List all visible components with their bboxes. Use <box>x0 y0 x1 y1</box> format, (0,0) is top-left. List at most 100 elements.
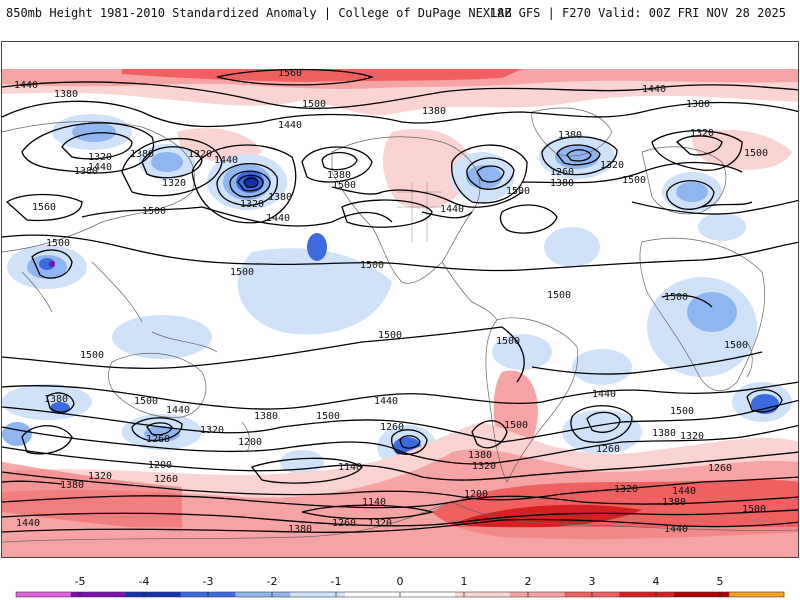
contour-label: 1380 <box>550 178 574 189</box>
anomaly-negative-scandinavia-2 <box>676 182 708 202</box>
coast-africa <box>639 237 766 392</box>
contour-label: 1500 <box>378 330 402 341</box>
contour-label: 1320 <box>240 199 264 210</box>
contour-label: 1200 <box>148 460 172 471</box>
contour-label: 1140 <box>362 497 386 508</box>
contour-low-east <box>746 389 783 413</box>
contour-label: 1500 <box>664 292 688 303</box>
contour-1500-tropics-south <box>2 326 503 369</box>
contour-1380-kamchatka <box>121 137 223 197</box>
coastlines <box>2 107 798 543</box>
anomaly-negative-south-atlantic <box>572 349 632 385</box>
contour-1320-south <box>2 424 798 465</box>
contour-1320-kamchatka <box>141 146 203 179</box>
contour-1500-pacific <box>81 206 393 227</box>
anomaly-negative-south-indian <box>2 384 92 420</box>
anomaly-negative-southern-ocean-east-2 <box>751 394 779 414</box>
contour-label: 1200 <box>464 489 488 500</box>
contour-label: 1380 <box>686 99 710 110</box>
contour-label: 1320 <box>88 152 112 163</box>
contour-1320-greenland <box>556 144 601 166</box>
anomaly-negative-central-pacific <box>237 248 392 335</box>
contour-label: 1320 <box>472 461 496 472</box>
contour-1380-west-edge <box>2 480 63 485</box>
legend-tick-label: 2 <box>525 575 532 588</box>
anomaly-negative-indonesia <box>112 315 212 359</box>
contour-1380-antarctic <box>2 509 798 527</box>
legend-swatch <box>16 592 72 597</box>
contour-label: 1380 <box>254 411 278 422</box>
contour-1440-aleutian <box>191 144 297 224</box>
contour-label: 1320 <box>680 431 704 442</box>
contour-1500-tibet <box>31 249 73 279</box>
contour-low-indian-2 <box>46 392 75 413</box>
contour-label: 1320 <box>600 160 624 171</box>
contour-label: 1320 <box>162 178 186 189</box>
legend-tick-label: -2 <box>267 575 278 588</box>
contour-1380-siberia <box>21 122 155 174</box>
contour-1380-south <box>2 399 798 443</box>
anomaly-positive-npac <box>177 128 262 162</box>
contour-1260-south <box>2 446 798 481</box>
legend-swatch <box>290 592 346 597</box>
anomaly-negative-siberia-2 <box>72 122 116 142</box>
contour-label: 1440 <box>374 396 398 407</box>
contour-low-indian <box>21 425 73 455</box>
contour-1500-tropics-north <box>2 234 798 272</box>
legend-tick-label: 5 <box>717 575 724 588</box>
contour-1260-greenland <box>566 149 592 162</box>
contour-1440-us <box>421 211 473 219</box>
contour-label: 1380 <box>652 428 676 439</box>
anomaly-negative-atlantic <box>544 227 600 267</box>
contour-1320-alaska <box>321 151 358 171</box>
legend-tick-label: -3 <box>203 575 214 588</box>
coast-new-zealand <box>241 421 251 453</box>
anomaly-map[interactable]: 1560 1440 1380 1500 1440 1320 1380 1440 … <box>1 41 799 558</box>
contour-1320-europe <box>676 135 723 156</box>
contour-1500-atlantic-high <box>499 204 558 234</box>
contour-1320-antarctic <box>2 495 798 509</box>
contour-label: 1500 <box>46 238 70 249</box>
anomaly-negative-central-pacific-2 <box>307 233 327 261</box>
anomaly-negative-hudson-2 <box>466 165 502 189</box>
legend-tick-label: -1 <box>331 575 342 588</box>
contour-label: 1500 <box>134 396 158 407</box>
height-contours <box>2 68 798 533</box>
anomaly-extreme-negative-spot <box>49 261 55 267</box>
contour-label: 1500 <box>230 267 254 278</box>
contour-1500-sa <box>501 326 525 383</box>
contour-label: 1500 <box>506 186 530 197</box>
contour-label: 1380 <box>268 192 292 203</box>
map-title: 850mb Height 1981-2010 Standardized Anom… <box>6 6 512 20</box>
contour-label: 1320 <box>690 128 714 139</box>
contour-label: 1500 <box>504 420 528 431</box>
contour-labels: 1560 1440 1380 1500 1440 1320 1380 1440 … <box>14 68 768 535</box>
contour-inner-aleutian-2 <box>243 177 259 188</box>
contour-inner-aleutian-1 <box>237 174 264 192</box>
contour-label: 1500 <box>302 99 326 110</box>
contour-label: 1320 <box>200 425 224 436</box>
contour-low-southern-atlantic-2 <box>586 411 621 433</box>
map-canvas: 1560 1440 1380 1500 1440 1320 1380 1440 … <box>2 68 798 557</box>
contour-1500-africa <box>661 294 713 308</box>
legend-swatch <box>509 592 566 597</box>
anomaly-positive-canada <box>382 128 472 209</box>
contour-low-tasman <box>131 417 183 442</box>
contour-label: 1380 <box>558 130 582 141</box>
contour-1320-hudson <box>476 165 505 183</box>
contour-label: 1260 <box>154 474 178 485</box>
contour-label: 1440 <box>166 405 190 416</box>
contour-label: 1500 <box>742 504 766 515</box>
anomaly-negative-asia-tibet-3 <box>39 258 55 270</box>
contour-label: 1500 <box>332 180 356 191</box>
contour-label: 1500 <box>360 260 384 271</box>
contour-1320-siberia <box>61 132 133 160</box>
contour-label: 1560 <box>32 202 56 213</box>
coast-india <box>21 271 53 313</box>
contour-label: 1500 <box>744 148 768 159</box>
contour-label: 1440 <box>592 389 616 400</box>
contour-label: 1200 <box>238 437 262 448</box>
contour-1500-nw-pacific-high <box>341 199 433 228</box>
contour-1560-asia <box>5 193 83 222</box>
contour-label: 1380 <box>422 106 446 117</box>
